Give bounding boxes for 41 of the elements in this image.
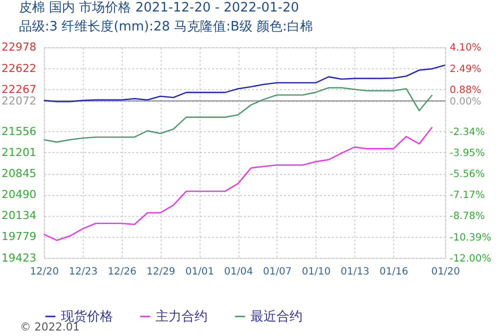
line-series (43, 64, 446, 102)
y-tick-label: 20134 (2, 209, 36, 222)
x-tick-label: 12/23 (68, 266, 98, 278)
y-tick-label: 22978 (2, 40, 36, 54)
y2-tick-label: -3.95% (450, 148, 485, 160)
y2-tick-label: -2.34% (450, 126, 485, 138)
line-series (43, 126, 433, 241)
y-tick-label: 21556 (2, 124, 36, 138)
x-tick-label: 12/29 (146, 266, 176, 278)
x-tick-label: 01/20 (431, 266, 460, 278)
y-tick-label: 22072 (2, 94, 36, 108)
y2-tick-label: -5.56% (450, 169, 485, 180)
y2-tick-label: -8.78% (450, 211, 485, 222)
y2-tick-label: -10.39% (450, 232, 492, 244)
x-tick-label: 01/10 (302, 266, 331, 278)
y-tick-label: 22267 (2, 82, 36, 96)
y-tick-label: 20490 (2, 188, 36, 202)
chart-subtitle: 品级:3 纤维长度(mm):28 马克隆值:B级 颜色:白棉 (18, 18, 313, 34)
y-tick-label: 20845 (2, 167, 36, 180)
text: © 2022.01 (20, 320, 80, 334)
chart-title: 皮棉 国内 市场价格 2021-12-20 - 2022-01-20 (18, 0, 299, 16)
legend-label: 主力合约 (156, 308, 208, 324)
y2-tick-label: 2.49% (450, 64, 482, 75)
x-tick-label: 12/26 (108, 266, 136, 278)
x-tick-label: 12/20 (30, 266, 59, 278)
y-tick-label: 21201 (2, 146, 36, 159)
y-tick-label: 19423 (2, 251, 36, 264)
y-tick-label: 22622 (2, 62, 36, 75)
x-tick-label: 01/16 (379, 266, 408, 278)
y2-tick-label: 0.88% (450, 84, 482, 96)
x-tick-label: 01/04 (224, 266, 253, 278)
legend-label: 最近合约 (250, 309, 302, 324)
y2-tick-label: -12.00% (450, 253, 492, 264)
x-tick-label: 01/13 (340, 266, 370, 278)
y2-tick-label: 4.10% (450, 42, 482, 54)
y2-tick-label: -7.17% (450, 190, 485, 202)
y2-tick-label: 0.00% (450, 96, 482, 108)
x-tick-label: 01/01 (185, 266, 214, 278)
x-tick-label: 01/07 (262, 266, 292, 278)
line-series (43, 87, 433, 143)
y-tick-label: 19779 (2, 230, 36, 244)
